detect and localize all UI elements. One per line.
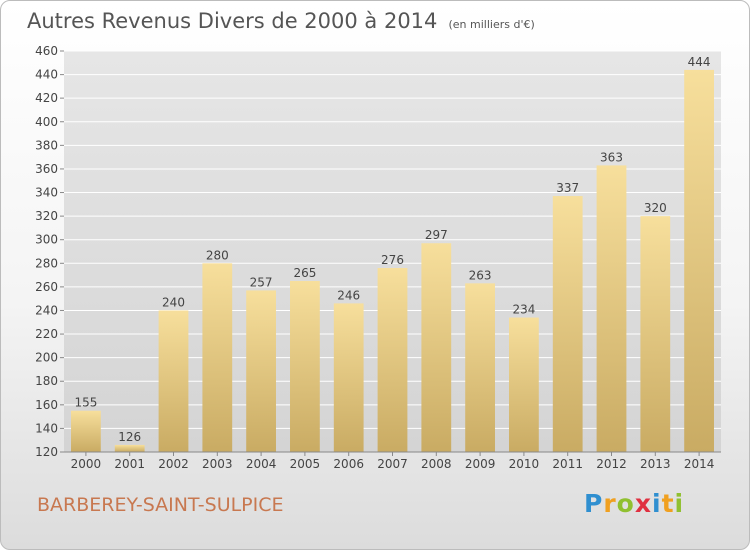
x-tick-label: 2002 (158, 457, 189, 471)
y-tick-label: 180 (35, 374, 58, 388)
data-label: 280 (206, 248, 229, 262)
y-tick-label: 260 (35, 280, 58, 294)
x-tick-label: 2003 (202, 457, 233, 471)
x-tick-label: 2004 (246, 457, 277, 471)
x-tick-label: 2005 (290, 457, 321, 471)
bar-2010 (509, 317, 539, 452)
x-tick-label: 2000 (71, 457, 102, 471)
logo-letter: i (674, 489, 685, 518)
y-tick-label: 240 (35, 303, 58, 317)
y-tick-label: 380 (35, 138, 58, 152)
data-label: 337 (556, 181, 579, 195)
proxiti-logo[interactable]: Proxiti (584, 489, 684, 518)
logo-letter: P (584, 489, 604, 518)
y-tick-label: 280 (35, 256, 58, 270)
bar-2009 (465, 283, 495, 452)
bar-2001 (114, 444, 145, 452)
bar-2013 (640, 216, 671, 452)
x-axis-ticks: 2000 2001 2002 2003 2004 2005 2006 2007 2008 2009… (71, 452, 715, 471)
bar-2011 (552, 196, 583, 452)
x-tick-label: 2008 (421, 457, 452, 471)
logo-letter: o (616, 489, 635, 518)
y-tick-label: 340 (35, 186, 58, 200)
x-tick-label: 2011 (552, 457, 583, 471)
chart-title: Autres Revenus Divers de 2000 à 2014 (27, 9, 438, 33)
data-label: 297 (425, 228, 448, 242)
y-tick-label: 440 (35, 68, 58, 82)
bar-2008 (421, 243, 452, 452)
y-tick-label: 120 (35, 445, 58, 459)
y-tick-label: 160 (35, 398, 58, 412)
logo-letter: i (652, 489, 662, 518)
data-label: 234 (512, 303, 535, 317)
data-label: 444 (688, 55, 711, 69)
data-label: 240 (162, 295, 185, 309)
y-tick-label: 460 (35, 44, 58, 58)
y-tick-label: 200 (35, 351, 58, 365)
x-tick-label: 2014 (684, 457, 715, 471)
y-tick-label: 140 (35, 421, 58, 435)
x-tick-label: 2001 (114, 457, 145, 471)
bar-2005 (290, 280, 320, 452)
data-label: 265 (293, 266, 316, 280)
bar-2004 (246, 290, 276, 452)
y-tick-label: 300 (35, 233, 58, 247)
data-label: 363 (600, 150, 623, 164)
data-label: 257 (250, 275, 273, 289)
data-label: 263 (469, 268, 492, 282)
x-tick-label: 2009 (465, 457, 496, 471)
y-tick-label: 220 (35, 327, 58, 341)
logo-letter: r (603, 489, 617, 518)
y-tick-label: 360 (35, 162, 58, 176)
y-tick-label: 400 (35, 115, 58, 129)
bar-2002 (158, 310, 189, 452)
logo-letter: x (634, 489, 652, 518)
y-axis-ticks: 120 140 160 180 200 220 240 260 280 300 320 340 360 3… (35, 44, 64, 459)
bar-2007 (377, 268, 408, 452)
x-tick-label: 2007 (377, 457, 408, 471)
y-tick-label: 320 (35, 209, 58, 223)
bar-2014 (684, 69, 714, 452)
data-label: 320 (644, 201, 667, 215)
x-tick-label: 2006 (333, 457, 364, 471)
town-name: BARBEREY-SAINT-SULPICE (37, 494, 284, 516)
logo-letter: t (661, 489, 675, 518)
data-labels: 155 126 240 280 257 265 246 276 297 263 234 337 363 3… (74, 55, 710, 444)
x-tick-label: 2010 (509, 457, 540, 471)
bar-2003 (202, 263, 233, 452)
data-label: 155 (74, 396, 97, 410)
x-tick-label: 2012 (596, 457, 627, 471)
bar-2012 (596, 165, 627, 452)
chart-unit-note: (en milliers d'€) (448, 18, 535, 31)
data-label: 276 (381, 253, 404, 267)
bar-2000 (71, 410, 101, 452)
y-tick-label: 420 (35, 91, 58, 105)
data-label: 246 (337, 288, 360, 302)
bar-2006 (333, 303, 364, 452)
data-label: 126 (118, 430, 141, 444)
bar-series (71, 69, 714, 452)
chart-title-block: Autres Revenus Divers de 2000 à 2014 (en… (27, 9, 535, 33)
x-tick-label: 2013 (640, 457, 671, 471)
